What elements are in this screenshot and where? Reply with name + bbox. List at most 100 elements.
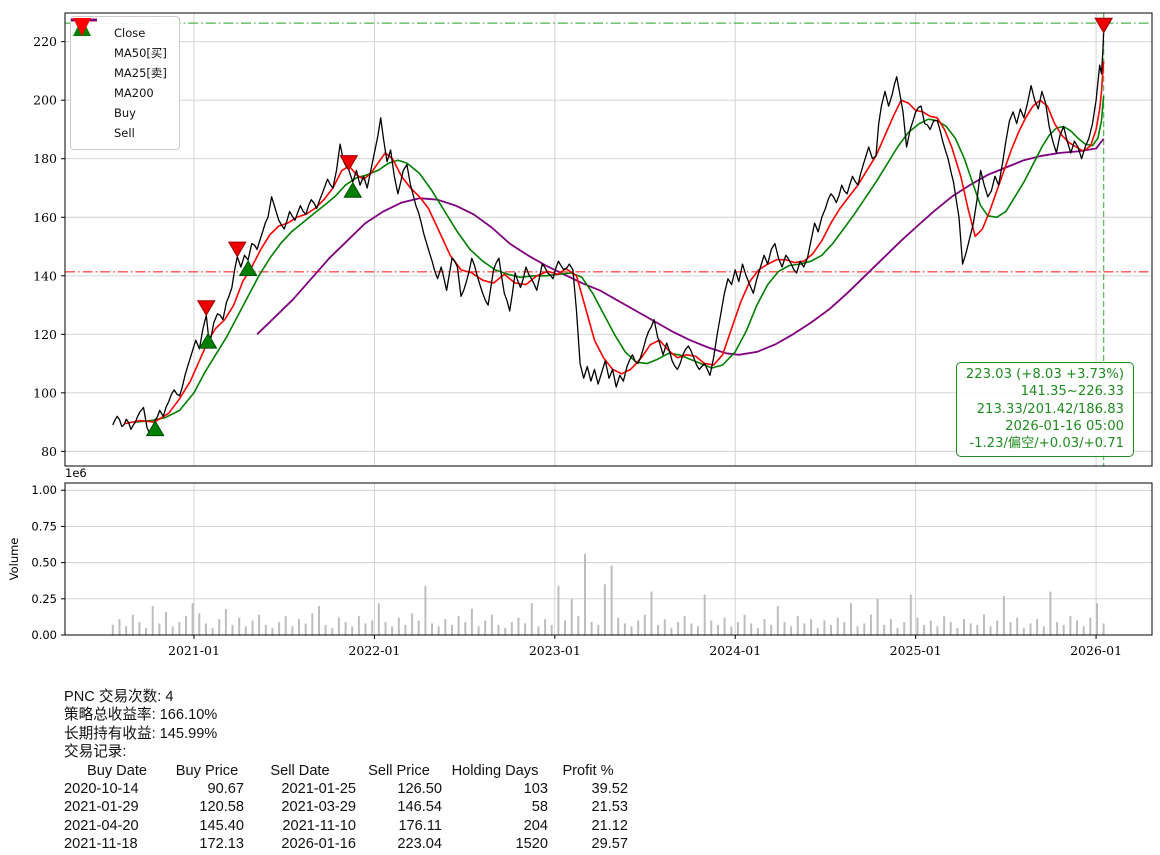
volume-bar: [1096, 603, 1098, 635]
volume-bar: [251, 620, 254, 635]
trade-cell: 2026-01-16: [281, 836, 356, 853]
volume-bar: [1102, 623, 1105, 635]
volume-bar: [564, 620, 566, 635]
volume-bar: [736, 622, 739, 635]
trade-cell: 21.53: [591, 799, 628, 816]
volume-bar: [577, 616, 580, 635]
buy-marker: [198, 332, 218, 349]
trades-header-cell: Buy Date: [86, 762, 148, 779]
annotation-last-price: 223.03 (+8.03 +3.73%): [965, 367, 1124, 382]
trade-row: 2021-04-20 145.40 2021-11-10 176.11 204 21.12: [64, 817, 628, 835]
volume-bar: [224, 608, 227, 635]
volume-bar: [690, 623, 693, 635]
x-tick-label: 2025-01: [890, 643, 942, 658]
trade-cell: 90.67: [207, 781, 244, 798]
volume-tick-label: 1.00: [31, 483, 57, 497]
y-tick-label: 80: [41, 444, 57, 459]
volume-bar: [510, 622, 513, 635]
volume-bar: [683, 616, 686, 635]
volume-bar: [490, 614, 493, 635]
volume-bar: [677, 622, 680, 635]
volume-bar: [470, 608, 473, 635]
volume-bar: [730, 626, 733, 635]
volume-tick-label: 0.75: [31, 519, 57, 533]
volume-bar: [796, 616, 799, 635]
hold-return-line: 长期持有收益: 145.99%: [64, 725, 218, 742]
volume-bar: [244, 626, 247, 635]
volume-axis-title: Volume: [7, 538, 21, 581]
trades-header-row: Buy Date Buy Price Sell Date Sell Price Hold…: [64, 762, 628, 780]
trade-cell: 145.40: [199, 817, 244, 834]
volume-bar: [790, 626, 793, 635]
y-tick-label: 180: [33, 151, 57, 166]
trades-table: Buy Date Buy Price Sell Date Sell Price Hold…: [64, 762, 628, 854]
volume-axes-frame: [64, 482, 1153, 636]
trade-cell: 2021-01-25: [281, 781, 356, 798]
trades-header-cell: Sell Price: [368, 762, 430, 779]
volume-bar: [238, 617, 241, 635]
volume-bar: [750, 623, 753, 635]
volume-bar: [357, 616, 360, 635]
trade-cell: 2021-11-10: [282, 817, 356, 834]
x-tick-label: 2023-01: [529, 643, 581, 658]
volume-bar: [823, 620, 826, 635]
trade-cell: 2021-04-20: [64, 817, 139, 834]
volume-bar: [218, 619, 221, 635]
volume-bar: [830, 624, 832, 635]
sell-marker: [196, 300, 216, 317]
volume-bar: [936, 626, 939, 635]
volume-bar: [983, 614, 985, 635]
volume-bar: [497, 624, 500, 635]
trades-header-cell: Profit %: [562, 762, 614, 779]
volume-tick-label: 0.00: [31, 628, 57, 642]
volume-bar: [617, 617, 620, 635]
strategy-stats: PNC 交易次数: 4 策略总收益率: 166.10% 长期持有收益: 145.…: [64, 688, 628, 854]
trade-cell: 120.58: [199, 799, 244, 816]
trade-row: 2021-11-18 172.13 2026-01-16 223.04 1520 29.5…: [64, 835, 628, 853]
volume-bar: [377, 603, 380, 635]
sell-marker: [339, 155, 359, 172]
volume-bar: [643, 614, 646, 635]
annotation-bias: -1.23/偏空/+0.03/+0.71: [969, 436, 1124, 452]
volume-bar: [843, 622, 846, 635]
volume-bar: [550, 624, 553, 635]
volume-bar: [537, 626, 540, 635]
volume-bar: [437, 626, 440, 635]
volume-bar: [896, 627, 899, 635]
volume-bar: [610, 565, 613, 635]
volume-bar: [231, 624, 234, 635]
volume-bar: [697, 626, 699, 635]
volume-bar: [637, 620, 640, 635]
volume-bar: [291, 626, 294, 635]
sell-marker: [1094, 17, 1114, 34]
volume-bars: [111, 553, 1105, 635]
volume-bar: [1069, 616, 1072, 635]
legend-item-buy: Buy: [73, 18, 167, 123]
trade-cell: 103: [523, 781, 548, 798]
trade-cell: 58: [531, 799, 548, 816]
volume-bar: [158, 623, 161, 635]
volume-bar: [204, 623, 207, 635]
volume-bar: [956, 627, 959, 635]
volume-bar: [324, 624, 327, 635]
volume-tick-label: 0.25: [31, 592, 57, 606]
close-line: [112, 32, 1105, 436]
volume-bar: [1009, 622, 1012, 635]
volume-bar: [1022, 627, 1025, 635]
volume-bar: [976, 624, 979, 635]
volume-bar: [464, 622, 467, 635]
volume-bar: [570, 598, 573, 635]
volume-bar: [943, 616, 946, 635]
volume-bar: [810, 619, 813, 635]
trade-cell: 1520: [515, 836, 548, 853]
trade-count-line: PNC 交易次数: 4: [64, 689, 174, 705]
volume-bar: [337, 617, 340, 635]
volume-bar: [318, 606, 320, 635]
y-tick-label: 120: [33, 327, 57, 342]
legend-label: MA50[买]: [114, 46, 167, 60]
volume-bar: [131, 614, 134, 635]
volume-bar: [923, 624, 926, 635]
trades-header-cell: Sell Date: [270, 762, 330, 779]
volume-bar: [584, 553, 586, 635]
